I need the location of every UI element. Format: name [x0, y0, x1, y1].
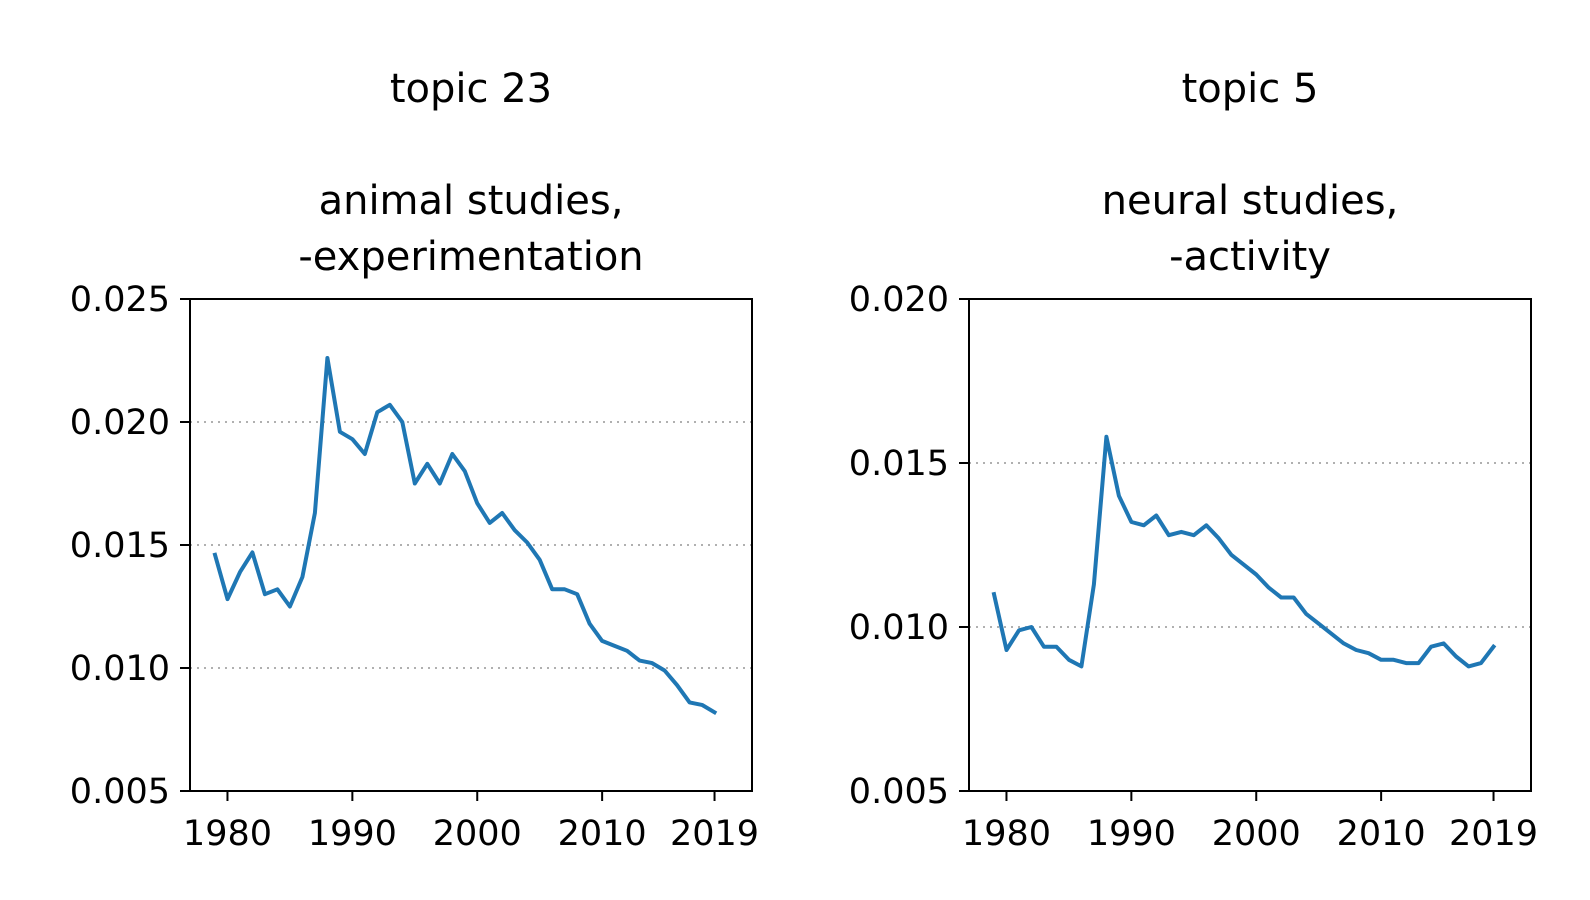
panel-1-plot-area: 0.005 0.010 0.015 0.020 0.025 1980 1990 2000 201…: [70, 280, 759, 854]
panel-topic-23: topic 23 animal studies, -experimentatio…: [70, 66, 759, 854]
panel-1-title: topic 23: [390, 66, 552, 112]
panel-2-x-tick-label: 2010: [1337, 814, 1426, 854]
panel-1-y-tick-label: 0.015: [70, 526, 170, 566]
panel-1-subtitle-line-1: animal studies,: [319, 178, 624, 224]
panel-1-y-tick-label: 0.020: [70, 403, 170, 443]
panel-2-subtitle-line-1: neural studies,: [1102, 178, 1399, 224]
panel-1-x-tick-label: 2000: [433, 814, 522, 854]
panel-2-y-tick-label: 0.015: [849, 444, 949, 484]
panel-2-plot-area: 0.005 0.010 0.015 0.020 1980 1990 2000 2010 2019: [849, 280, 1538, 854]
panel-2-x-tick-label: 2000: [1212, 814, 1301, 854]
panel-2-series-line: [991, 434, 1497, 669]
panel-2-axes-frame: [968, 298, 1532, 792]
panel-2-y-tick-label: 0.010: [849, 608, 949, 648]
panel-2-subtitle-line-2: -activity: [1169, 234, 1331, 280]
panel-2-y-tick-label: 0.005: [849, 772, 949, 812]
panel-2-x-tick-label: 1990: [1087, 814, 1176, 854]
panel-1-series-line: [212, 356, 718, 716]
panel-1-subtitle-line-2: -experimentation: [298, 234, 643, 280]
panel-topic-5: topic 5 neural studies, -activity 0.0050…: [849, 66, 1538, 854]
panel-1-y-tick-label: 0.025: [70, 280, 170, 320]
panel-2-title: topic 5: [1182, 66, 1319, 112]
panel-1-y-tick-label: 0.005: [70, 772, 170, 812]
panel-1-x-tick-label: 1980: [183, 814, 272, 854]
panel-2-x-tick-label: 2019: [1449, 814, 1538, 854]
panel-1-x-tick-label: 2010: [558, 814, 647, 854]
panel-2-x-tick-label: 1980: [962, 814, 1051, 854]
panel-1-y-tick-label: 0.010: [70, 649, 170, 689]
panel-1-x-tick-label: 2019: [670, 814, 759, 854]
panel-1-x-tick-label: 1990: [308, 814, 397, 854]
panel-2-y-tick-label: 0.020: [849, 280, 949, 320]
